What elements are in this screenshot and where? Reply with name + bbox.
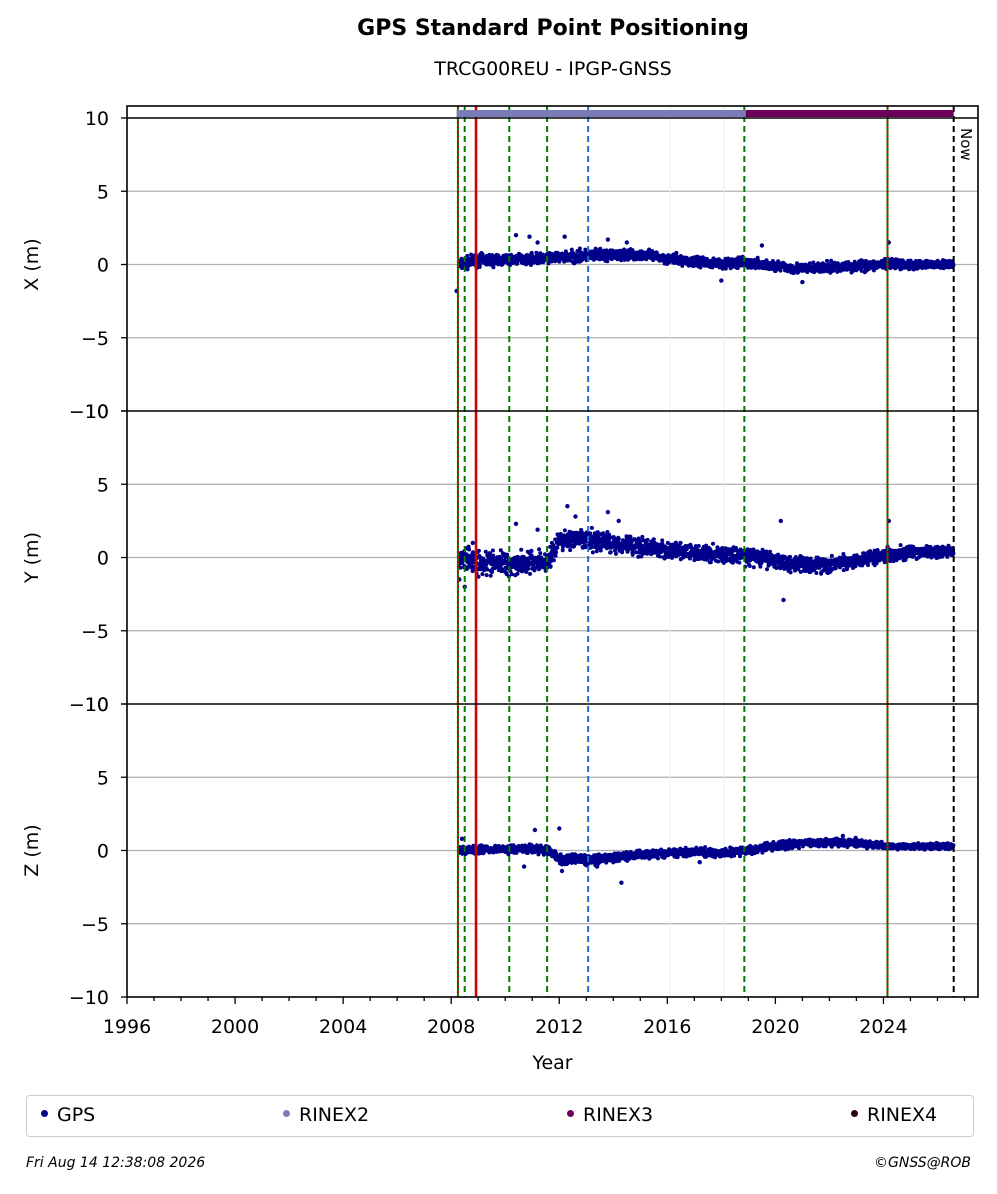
- gps-point: [485, 567, 489, 572]
- gps-outlier-point: [527, 234, 532, 239]
- gps-point: [898, 543, 903, 548]
- gps-point: [593, 246, 598, 251]
- gps-point: [711, 541, 715, 546]
- gps-point: [583, 247, 588, 252]
- gps-point: [506, 852, 511, 857]
- gps-outlier-point: [535, 240, 540, 245]
- gps-point: [589, 525, 594, 530]
- gps-point: [537, 547, 542, 552]
- gps-point: [480, 572, 485, 577]
- gps-point: [825, 258, 829, 263]
- gps-point: [657, 554, 662, 559]
- gps-point: [755, 255, 760, 260]
- gps-outlier-point: [781, 597, 786, 603]
- gps-outlier-point: [535, 527, 540, 532]
- gps-point: [491, 265, 496, 270]
- gps-point: [548, 564, 553, 569]
- gps-point: [628, 534, 633, 539]
- gps-point: [611, 248, 615, 253]
- gps-point: [660, 538, 665, 543]
- gps-outlier-point: [605, 509, 611, 515]
- gps-outlier-point: [800, 279, 805, 285]
- gps-point: [490, 570, 494, 574]
- gps-outlier-point: [513, 233, 519, 238]
- gps-point: [467, 547, 472, 552]
- gps-point: [562, 528, 567, 533]
- gps-point: [484, 573, 489, 578]
- gps-point: [551, 558, 556, 563]
- gps-point: [577, 246, 582, 251]
- gps-outlier-point: [719, 278, 724, 283]
- gps-point: [866, 563, 870, 568]
- gps-outlier-point: [624, 240, 629, 245]
- gps-outlier-point: [573, 514, 578, 519]
- gps-point: [788, 554, 793, 559]
- gps-outlier-point: [562, 234, 567, 239]
- gps-point: [555, 545, 560, 550]
- gps-point: [529, 549, 534, 554]
- gps-outlier-point: [605, 237, 611, 242]
- gps-outlier-point: [778, 518, 783, 524]
- gps-point: [765, 567, 769, 572]
- gps-point: [608, 550, 613, 555]
- gps-point: [696, 544, 701, 548]
- gps-outlier-point: [565, 504, 570, 509]
- gps-point: [590, 550, 595, 555]
- gps-point: [529, 553, 534, 558]
- gps-point: [526, 566, 531, 571]
- gps-point: [751, 565, 756, 570]
- chart-title: GPS Standard Point Positioning: [357, 16, 749, 41]
- gps-point: [620, 550, 625, 555]
- gps-point: [778, 268, 783, 273]
- gps-point: [697, 255, 702, 260]
- gps-point: [465, 267, 470, 272]
- gps-point: [678, 540, 683, 545]
- gps-point: [483, 549, 488, 554]
- gps-point: [568, 548, 573, 553]
- gps-point: [614, 551, 618, 556]
- gps-point: [630, 552, 635, 557]
- gps-outlier-point: [513, 521, 519, 526]
- gps-point: [458, 565, 463, 570]
- gps-point: [616, 537, 621, 541]
- gps-point: [538, 551, 543, 556]
- gps-point: [737, 560, 742, 565]
- gps-point: [651, 537, 656, 542]
- gps-point: [758, 564, 763, 569]
- gps-point: [814, 571, 819, 575]
- gps-point: [490, 548, 495, 553]
- gps-point: [829, 553, 834, 558]
- gps-point: [747, 564, 752, 568]
- gps-outlier-point: [759, 243, 765, 248]
- gps-point: [528, 571, 532, 576]
- gps-point: [515, 571, 520, 576]
- gps-point: [795, 261, 799, 266]
- gps-point: [604, 248, 609, 253]
- gps-point: [569, 247, 574, 252]
- chart-subtitle: TRCG00REU - IPGP-GNSS: [434, 58, 672, 80]
- gps-point: [673, 540, 678, 545]
- gps-point: [480, 252, 485, 257]
- gps-point: [605, 259, 610, 264]
- gps-point: [622, 247, 627, 252]
- gps-point: [588, 531, 593, 536]
- gps-point: [476, 548, 481, 553]
- gps-point: [554, 550, 559, 555]
- gps-point: [674, 250, 679, 255]
- gps-outlier-point: [470, 540, 475, 546]
- gps-point: [716, 559, 721, 564]
- gps-point: [519, 547, 524, 552]
- gps-point: [656, 856, 660, 861]
- gps-point: [553, 553, 558, 558]
- gps-point: [853, 564, 858, 569]
- gps-point: [488, 573, 493, 578]
- gps-point: [509, 572, 514, 577]
- gps-point: [645, 537, 650, 542]
- gps-point: [788, 570, 793, 575]
- gps-point: [465, 253, 470, 258]
- gps-outlier-point: [616, 518, 621, 524]
